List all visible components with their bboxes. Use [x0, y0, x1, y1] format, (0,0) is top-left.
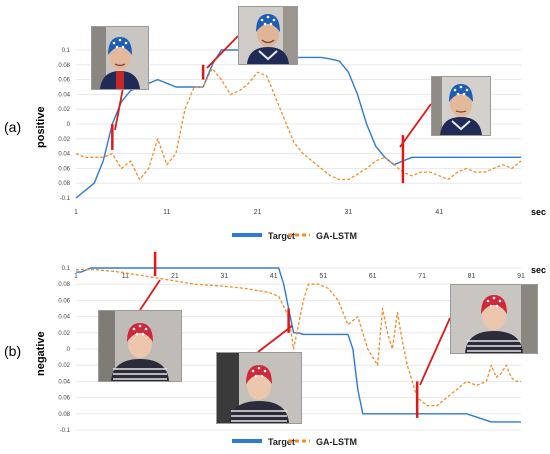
- panel-a-x-unit: sec: [531, 207, 546, 217]
- panel-a-legend: Target GA-LSTM: [232, 231, 357, 241]
- panel-a-label: (a): [4, 119, 21, 135]
- x-tick-label: 21: [171, 273, 179, 280]
- legend-b-target-label: Target: [268, 437, 295, 447]
- y-tick-label: 0.04: [58, 379, 70, 385]
- x-tick-label: 11: [122, 273, 129, 280]
- panel-b-label: (b): [4, 343, 21, 359]
- legend-a-target-label: Target: [268, 231, 295, 241]
- panel-a-side-label: positive: [35, 106, 47, 148]
- y-tick-label: 0: [67, 122, 71, 128]
- x-tick-label: 31: [220, 273, 228, 280]
- face-photo-b-3: [450, 284, 538, 354]
- y-tick-label: 0.04: [58, 92, 70, 98]
- y-tick-label: 0.02: [58, 363, 70, 369]
- y-tick-label: 0.02: [58, 331, 70, 337]
- y-tick-label: 0.06: [58, 298, 70, 304]
- face-photo-b-1: [98, 310, 182, 382]
- y-tick-label: 0.06: [58, 78, 70, 84]
- x-tick-label: 1: [74, 209, 78, 216]
- panel-b-side-label: negative: [35, 331, 47, 376]
- x-tick-label: 21: [254, 209, 262, 216]
- connector-b-2: [257, 325, 293, 353]
- x-tick-label: 91: [517, 273, 525, 280]
- face-photo-b-2: [216, 352, 302, 424]
- panel-b-legend: Target GA-LSTM: [232, 437, 357, 447]
- x-tick-label: 81: [468, 273, 476, 280]
- connector-a-3: [399, 103, 432, 148]
- x-tick-label: 31: [345, 209, 353, 216]
- connector-b-3: [419, 317, 451, 386]
- y-tick-label: -0.1: [60, 196, 71, 202]
- y-tick-label: 0: [67, 347, 71, 353]
- panel-b-x-unit: sec: [531, 265, 546, 275]
- x-tick-label: 41: [435, 209, 443, 216]
- series-line-galstm: [75, 67, 522, 181]
- y-tick-label: 0.08: [58, 282, 70, 288]
- x-tick-label: 51: [319, 273, 327, 280]
- y-tick-label: 0.1: [62, 48, 71, 54]
- series-line-target: [75, 49, 521, 199]
- y-tick-label: 0.02: [58, 137, 70, 143]
- y-tick-label: 0.04: [58, 315, 70, 321]
- x-tick-label: 11: [163, 209, 170, 216]
- y-tick-label: 0.04: [58, 152, 70, 158]
- chart-panel-a: 0.1 0.08 0.06 0.04 0.02 0 0.02 0.04 0.06 0.08 -0.1…: [58, 48, 522, 216]
- face-photo-a-2: [238, 6, 298, 65]
- x-tick-label: 61: [369, 273, 377, 280]
- connector-a-1: [114, 87, 124, 131]
- legend-b-galstm-label: GA-LSTM: [316, 437, 357, 447]
- y-tick-label: 0.02: [58, 107, 70, 113]
- y-tick-label: 0.06: [58, 396, 70, 402]
- x-tick-label: 41: [270, 273, 278, 280]
- y-tick-label: -0.1: [60, 428, 71, 434]
- x-tick-label: 1: [74, 273, 78, 280]
- y-tick-label: 0.08: [58, 63, 70, 69]
- face-photo-a-3: [431, 76, 491, 136]
- connector-a-2: [206, 35, 239, 69]
- series-line-target: [76, 267, 521, 423]
- legend-a-galstm-label: GA-LSTM: [316, 231, 357, 241]
- x-tick-label: 71: [418, 273, 426, 280]
- y-tick-label: 0.08: [58, 181, 70, 187]
- y-tick-label: 0.06: [58, 166, 70, 172]
- face-photo-a-1: [91, 26, 149, 90]
- y-tick-label: 0.08: [58, 412, 70, 418]
- y-tick-label: 0.1: [62, 266, 71, 272]
- series-line-galstm: [76, 268, 521, 407]
- connector-b-1: [139, 279, 161, 311]
